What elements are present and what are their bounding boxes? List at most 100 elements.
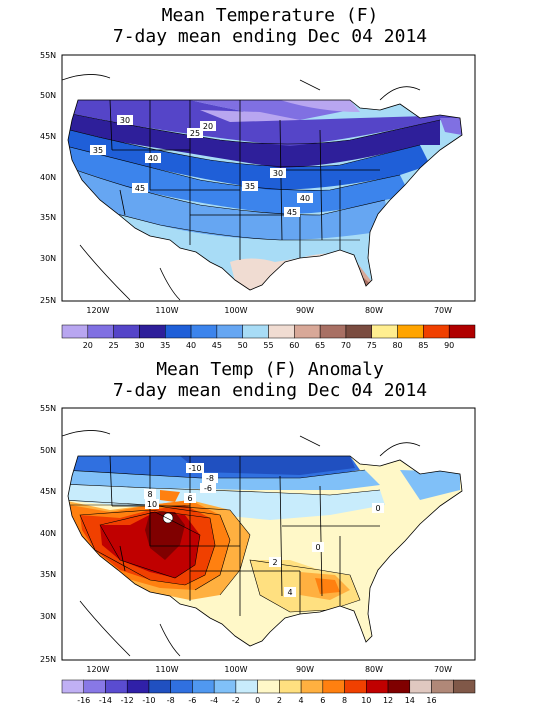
anom-legend-label: 8 xyxy=(342,696,347,705)
temp-contour-label-layer: 30 25 20 35 40 30 35 45 40 45 xyxy=(90,115,313,217)
temp-legend-swatch xyxy=(242,324,269,339)
temp-legend-swatch xyxy=(319,324,347,339)
anom-contour-label: 4 xyxy=(287,588,292,597)
anom-lon-labels: 120W 110W 100W 90W 80W 70W xyxy=(86,665,452,674)
anom-legend: -16 -14 -12 -10 -8 -6 -4 -2 0 2 4 6 8 10 12 14 16 xyxy=(61,679,476,705)
lat-label: 40N xyxy=(40,173,56,182)
lat-label: 25N xyxy=(40,655,56,664)
anom-legend-swatch xyxy=(61,679,84,694)
temp-legend-swatch xyxy=(345,324,372,339)
temp-legend-swatch xyxy=(448,324,476,339)
anom-legend-swatch xyxy=(148,679,171,694)
lon-label: 120W xyxy=(86,665,109,674)
anom-legend-label: 16 xyxy=(426,696,436,705)
temp-legend-swatch xyxy=(113,324,140,339)
anom-legend-label: -8 xyxy=(167,696,175,705)
temp-legend-swatch xyxy=(165,324,192,339)
temp-legend-swatch xyxy=(371,324,398,339)
lat-label: 35N xyxy=(40,570,56,579)
anom-legend-swatch xyxy=(83,679,106,694)
temp-map-subtitle: 7-day mean ending Dec 04 2014 xyxy=(112,26,428,47)
anom-legend-label: 12 xyxy=(383,696,393,705)
anom-legend-label: 2 xyxy=(277,696,282,705)
lon-label: 90W xyxy=(296,665,314,674)
temp-legend-label: 80 xyxy=(392,341,402,350)
lat-label: 35N xyxy=(40,213,56,222)
temp-legend-swatch xyxy=(294,324,321,339)
anom-legend-label: 14 xyxy=(405,696,415,705)
temp-contour-label: 40 xyxy=(148,154,158,163)
anom-legend-swatch xyxy=(213,679,237,694)
temp-legend: 20 25 30 35 40 45 50 55 60 65 70 75 80 85 90 xyxy=(61,324,476,350)
lat-label: 45N xyxy=(40,132,56,141)
anom-legend-swatch xyxy=(170,679,193,694)
anom-contour-label: 0 xyxy=(375,504,380,513)
anom-legend-swatch xyxy=(279,679,302,694)
anom-legend-swatch xyxy=(322,679,345,694)
temp-legend-label: 30 xyxy=(134,341,144,350)
anom-contour-label: 10 xyxy=(147,500,157,509)
anom-lat-labels: 55N 50N 45N 40N 35N 30N 25N xyxy=(40,404,56,664)
temp-legend-label: 20 xyxy=(83,341,93,350)
lon-label: 70W xyxy=(434,665,452,674)
anom-legend-swatch xyxy=(257,679,280,694)
anom-map-subtitle: 7-day mean ending Dec 04 2014 xyxy=(112,380,428,401)
lat-label: 50N xyxy=(40,446,56,455)
temp-legend-label: 25 xyxy=(109,341,119,350)
anom-contour-label-layer: -10 -8 -6 8 10 6 0 2 4 0 xyxy=(144,463,384,597)
anom-map-title: Mean Temp (F) Anomaly xyxy=(156,359,384,380)
lat-label: 30N xyxy=(40,612,56,621)
anom-legend-label: -16 xyxy=(77,696,90,705)
anom-legend-swatch xyxy=(431,679,454,694)
temp-contour-label: 35 xyxy=(93,146,103,155)
anom-contour-label: 0 xyxy=(315,543,320,552)
anom-legend-swatch xyxy=(344,679,367,694)
anom-legend-swatch xyxy=(126,679,150,694)
temp-legend-label: 90 xyxy=(444,341,454,350)
anom-legend-label: -6 xyxy=(188,696,196,705)
temp-contour-label: 45 xyxy=(287,208,297,217)
anom-legend-swatch xyxy=(105,679,128,694)
lon-label: 80W xyxy=(365,665,383,674)
anom-legend-label: 4 xyxy=(299,696,304,705)
anom-contour-label: -10 xyxy=(188,464,201,473)
anom-legend-label: 0 xyxy=(255,696,260,705)
temp-legend-label: 75 xyxy=(367,341,377,350)
temp-contour-label: 30 xyxy=(273,169,283,178)
anom-legend-swatch xyxy=(453,679,476,694)
anom-contour-label: 8 xyxy=(147,490,152,499)
lat-label: 50N xyxy=(40,91,56,100)
lon-label: 70W xyxy=(434,306,452,315)
temp-lat-labels: 55N 50N 45N 40N 35N 30N 25N xyxy=(40,51,56,305)
anom-contour-label: 6 xyxy=(187,494,192,503)
anom-contours xyxy=(68,469,381,613)
lat-label: 55N xyxy=(40,404,56,413)
temp-legend-label: 55 xyxy=(263,341,273,350)
anom-legend-label: -4 xyxy=(210,696,218,705)
lat-label: 45N xyxy=(40,487,56,496)
lon-label: 100W xyxy=(224,306,247,315)
anom-legend-label: 10 xyxy=(361,696,371,705)
temp-contour-label: 25 xyxy=(190,129,200,138)
temp-legend-label: 65 xyxy=(315,341,325,350)
anom-legend-label: -12 xyxy=(121,696,134,705)
temp-contour-label: 35 xyxy=(245,182,255,191)
lon-label: 100W xyxy=(224,665,247,674)
anom-contour-label: -8 xyxy=(206,474,214,483)
anom-map-frame: -10 -8 -6 8 10 6 0 2 4 0 xyxy=(61,407,476,661)
lat-label: 30N xyxy=(40,254,56,263)
anom-legend-swatch xyxy=(366,679,389,694)
lat-label: 55N xyxy=(40,51,56,60)
temp-contour-label: 40 xyxy=(300,194,310,203)
lat-label: 25N xyxy=(40,296,56,305)
temp-contour-label: 30 xyxy=(120,116,130,125)
temp-contours xyxy=(68,111,441,241)
lon-label: 110W xyxy=(155,665,178,674)
temp-map-title: Mean Temperature (F) xyxy=(161,5,379,26)
temp-legend-swatch xyxy=(397,324,424,339)
temp-legend-label: 50 xyxy=(238,341,248,350)
temp-legend-swatch xyxy=(268,324,295,339)
anom-legend-label: -10 xyxy=(142,696,155,705)
temp-contour-label: 20 xyxy=(203,122,213,131)
temp-contour-label: 45 xyxy=(135,184,145,193)
